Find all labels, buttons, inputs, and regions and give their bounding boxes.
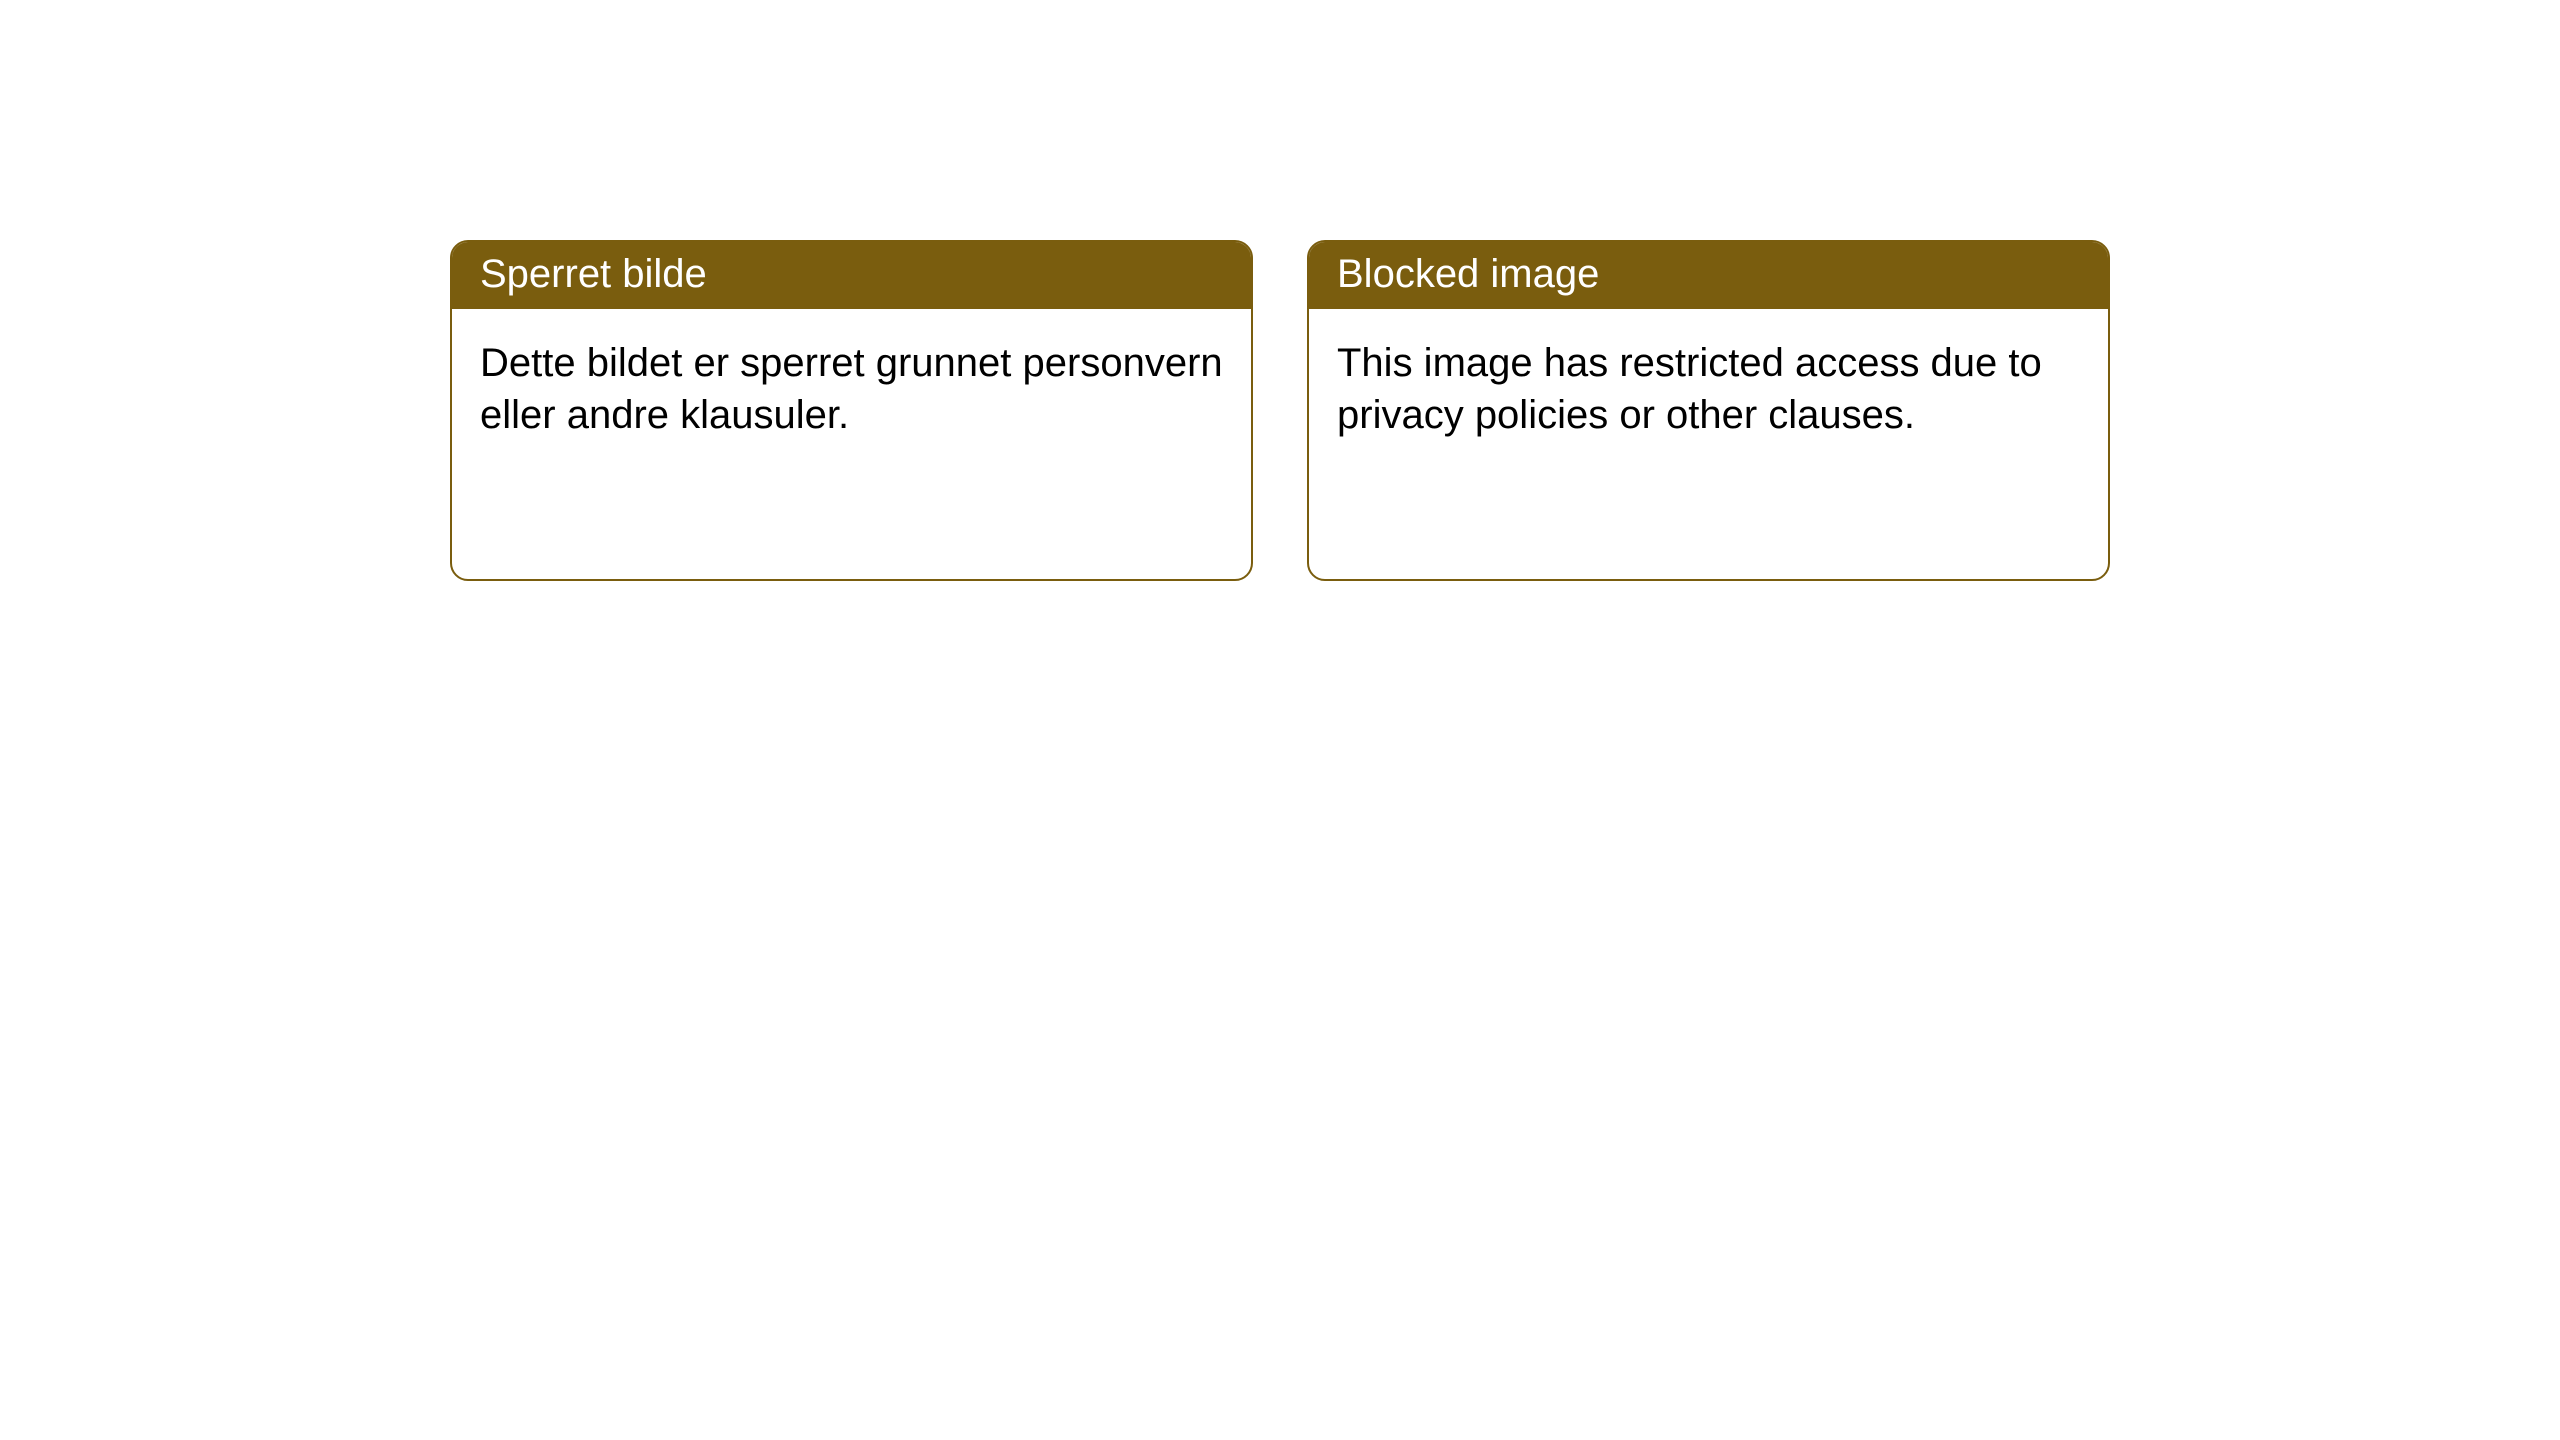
notice-header: Blocked image	[1309, 242, 2108, 309]
notice-title: Sperret bilde	[480, 252, 707, 296]
notice-card-english: Blocked image This image has restricted …	[1307, 240, 2110, 581]
notice-card-norwegian: Sperret bilde Dette bildet er sperret gr…	[450, 240, 1253, 581]
notice-body: This image has restricted access due to …	[1309, 309, 2108, 579]
notice-body: Dette bildet er sperret grunnet personve…	[452, 309, 1251, 579]
notice-container: Sperret bilde Dette bildet er sperret gr…	[450, 240, 2110, 581]
notice-body-text: This image has restricted access due to …	[1337, 341, 2042, 437]
notice-title: Blocked image	[1337, 252, 1599, 296]
notice-body-text: Dette bildet er sperret grunnet personve…	[480, 341, 1223, 437]
notice-header: Sperret bilde	[452, 242, 1251, 309]
